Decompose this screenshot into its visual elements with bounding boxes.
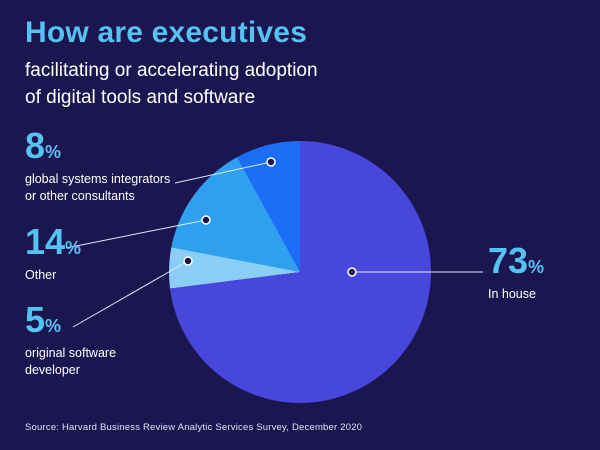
callout-other: 14% Other <box>25 224 81 284</box>
callout-other-label-line1: Other <box>25 268 57 282</box>
callout-gsi: 8% global systems integrators or other c… <box>25 128 170 205</box>
callout-inhouse-number: 73 <box>488 240 529 281</box>
percent-sign: % <box>45 142 62 162</box>
callout-other-value: 14% <box>25 224 81 260</box>
callout-gsi-number: 8 <box>25 125 46 166</box>
callout-osd-label-line1: original software <box>25 346 117 360</box>
percent-sign: % <box>65 238 82 258</box>
callout-other-number: 14 <box>25 221 66 262</box>
page-title: How are executives <box>25 16 308 49</box>
percent-sign: % <box>528 257 545 277</box>
callout-osd-label: original software developer <box>25 345 116 379</box>
callout-gsi-value: 8% <box>25 128 170 164</box>
callout-inhouse-label-line1: In house <box>488 287 536 301</box>
subtitle-line-1: facilitating or accelerating adoption <box>25 60 318 81</box>
source-note: Source: Harvard Business Review Analytic… <box>25 422 363 433</box>
callout-gsi-label-line2: or other consultants <box>25 188 135 203</box>
percent-sign: % <box>45 316 62 336</box>
pie-chart <box>169 141 431 403</box>
callout-gsi-label-line1: global systems integrators <box>25 172 171 186</box>
page-subtitle: facilitating or accelerating adoption of… <box>25 58 318 111</box>
callout-inhouse-label: In house <box>488 286 544 303</box>
callout-osd-value: 5% <box>25 302 116 338</box>
callout-osd: 5% original software developer <box>25 302 116 379</box>
callout-osd-number: 5 <box>25 299 46 340</box>
callout-other-label: Other <box>25 267 81 284</box>
callout-inhouse-value: 73% <box>488 243 544 279</box>
callout-osd-label-line2: developer <box>25 362 80 377</box>
callout-gsi-label: global systems integrators or other cons… <box>25 171 170 205</box>
subtitle-line-2: of digital tools and software <box>25 86 256 108</box>
callout-inhouse: 73% In house <box>488 243 544 303</box>
